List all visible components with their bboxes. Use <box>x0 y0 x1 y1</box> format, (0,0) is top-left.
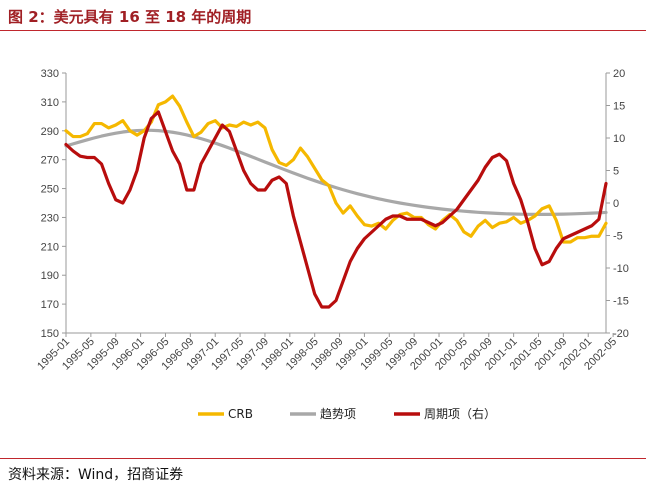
source-note: 资料来源：Wind，招商证券 <box>8 467 184 483</box>
y-right-tick-label: 20 <box>613 68 625 80</box>
legend-label-2: 周期项（右） <box>424 406 496 421</box>
y-right-tick-label: 10 <box>613 133 625 145</box>
title-rule <box>0 30 646 31</box>
y-left-tick-label: 230 <box>41 212 59 224</box>
y-right-tick-label: -15 <box>613 296 629 308</box>
y-left-tick-label: 310 <box>41 97 59 109</box>
y-left-tick-label: 190 <box>41 270 59 282</box>
chart-title: 图 2：美元具有 16 至 18 年的周期 <box>8 8 252 26</box>
y-left-tick-label: 150 <box>41 328 59 340</box>
y-right-tick-label: 5 <box>613 166 619 178</box>
axes: 150170190210230250270290310330-20-15-10-… <box>35 68 629 373</box>
series-line-0 <box>64 94 608 244</box>
series-line-1 <box>64 128 608 216</box>
y-left-tick-label: 170 <box>41 299 59 311</box>
y-left-tick-label: 210 <box>41 241 59 253</box>
legend-label-0: CRB <box>228 407 253 421</box>
y-right-tick-label: -20 <box>613 328 629 340</box>
series-lines <box>64 94 608 309</box>
series-line-2 <box>64 110 608 309</box>
y-right-tick-label: 15 <box>613 101 625 113</box>
y-left-tick-label: 290 <box>41 126 59 138</box>
legend-label-1: 趋势项 <box>320 407 356 421</box>
source-rule <box>0 458 646 459</box>
y-right-tick-label: 0 <box>613 198 619 210</box>
y-left-tick-label: 330 <box>41 68 59 80</box>
y-right-tick-label: -5 <box>613 231 623 243</box>
y-left-tick-label: 270 <box>41 155 59 167</box>
y-right-tick-label: -10 <box>613 263 629 275</box>
legend: CRB 趋势项 周期项（右） <box>198 406 496 421</box>
y-left-tick-label: 250 <box>41 184 59 196</box>
